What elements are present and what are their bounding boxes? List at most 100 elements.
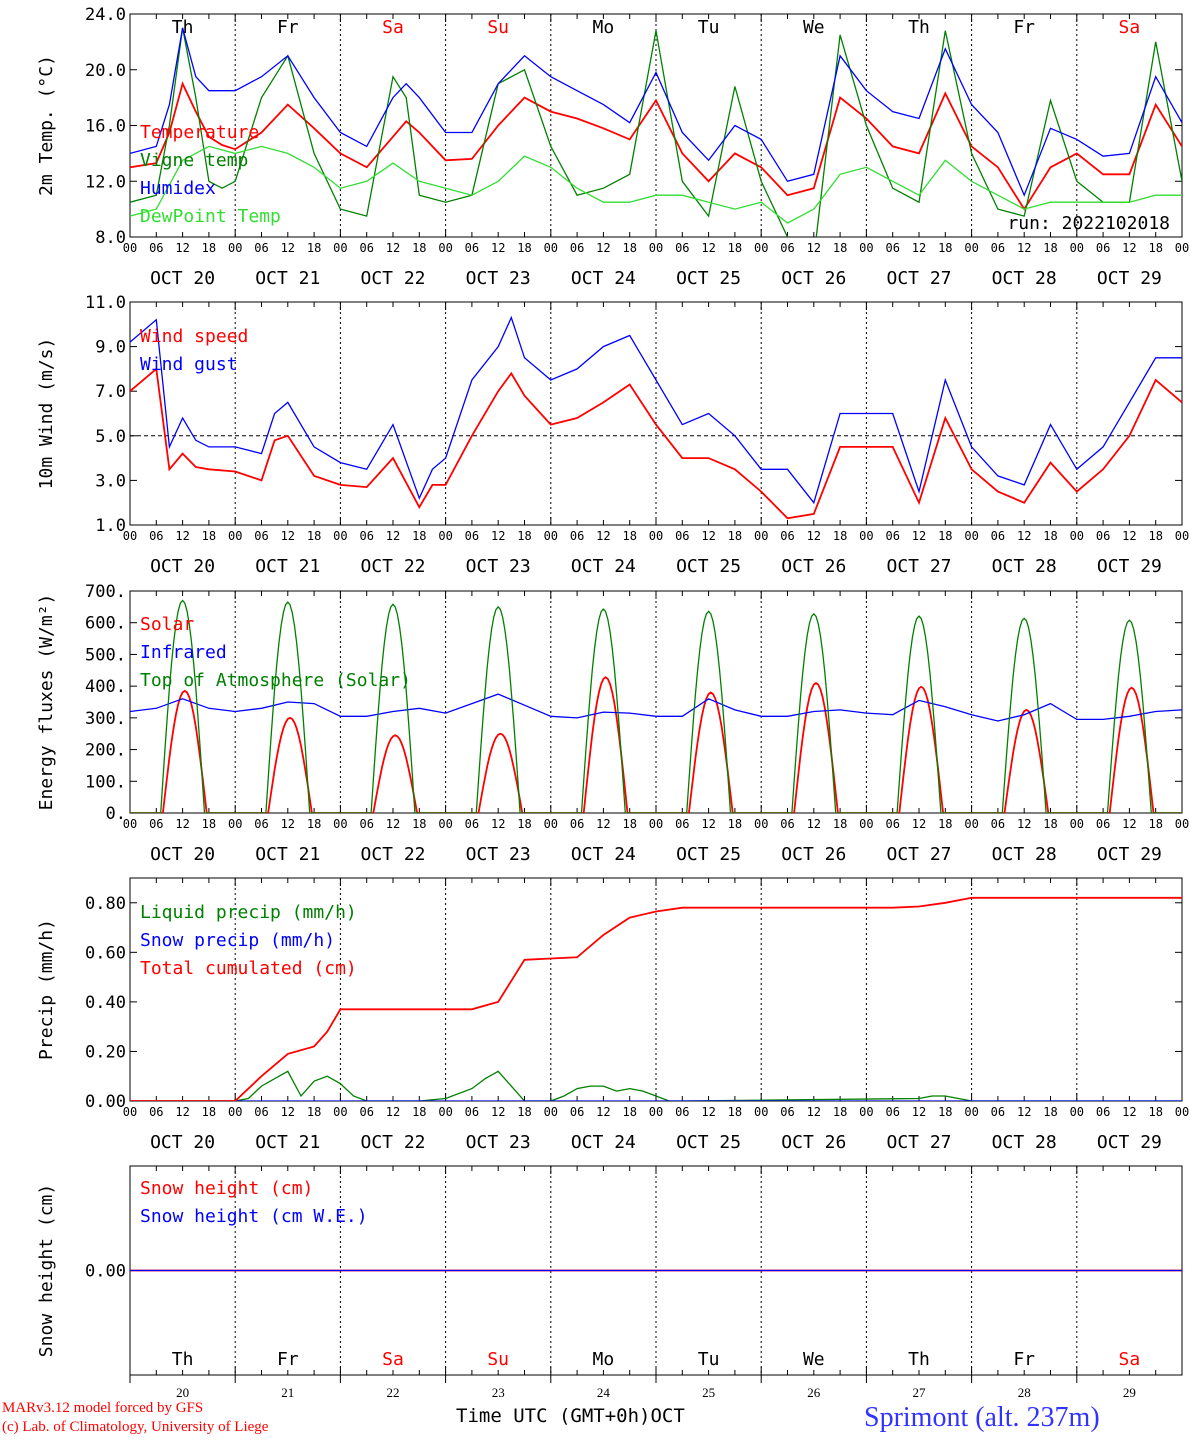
hour-tick-label: 12 xyxy=(1017,817,1031,831)
series-line-wind-gust xyxy=(130,315,1182,505)
hour-tick-label: 12 xyxy=(1122,1105,1136,1119)
date-label: OCT 22 xyxy=(360,844,425,865)
date-label: OCT 24 xyxy=(571,268,636,289)
panel-temp: 00 06 12 18 00 06 12 18 00 06 12 18 00 06 12 18 00 06 12 18… xyxy=(36,5,1189,289)
date-label: OCT 20 xyxy=(150,268,215,289)
hour-tick-label: 18 xyxy=(1148,817,1162,831)
hour-tick-label: 06 xyxy=(675,1105,689,1119)
hour-tick-label: 00 xyxy=(964,1105,978,1119)
hour-tick-label: 18 xyxy=(412,1105,426,1119)
hour-tick-label: 12 xyxy=(596,1105,610,1119)
series-line-infrared xyxy=(130,693,1182,722)
legend-entry: Wind speed xyxy=(140,326,248,347)
hour-tick-label: 06 xyxy=(675,529,689,543)
hour-tick-label: 12 xyxy=(701,241,715,255)
hour-tick-label: 06 xyxy=(885,241,899,255)
hour-tick-label: 00 xyxy=(649,1105,663,1119)
hour-tick-label: 12 xyxy=(175,1105,189,1119)
hour-tick-label: 12 xyxy=(701,1105,715,1119)
hour-tick-label: 00 xyxy=(123,1105,137,1119)
day-number: 20 xyxy=(176,1385,189,1400)
legend-entry: Vigne temp xyxy=(140,150,248,171)
day-name: Fr xyxy=(277,1349,299,1370)
hour-tick-label: 00 xyxy=(544,1105,558,1119)
hour-tick-label: 06 xyxy=(359,529,373,543)
hour-tick-label: 18 xyxy=(517,1105,531,1119)
hour-tick-label: 00 xyxy=(1070,817,1084,831)
day-number: 29 xyxy=(1123,1385,1136,1400)
y-tick-label: 500. xyxy=(85,645,126,665)
hour-tick-label: 00 xyxy=(333,241,347,255)
y-tick-label: 100. xyxy=(85,772,126,792)
hour-tick-label: 06 xyxy=(780,1105,794,1119)
y-tick-label: 20.0 xyxy=(85,61,126,81)
hour-tick-label: 06 xyxy=(149,529,163,543)
series-line-wind-speed xyxy=(130,367,1182,520)
hour-tick-label: 06 xyxy=(991,817,1005,831)
hour-tick-label: 18 xyxy=(833,241,847,255)
date-label: OCT 23 xyxy=(466,1132,531,1153)
hour-tick-label: 00 xyxy=(544,241,558,255)
day-number: 28 xyxy=(1018,1385,1031,1400)
series-line-top-of-atmosphere-solar- xyxy=(130,599,1182,813)
y-tick-label: 0.60 xyxy=(85,943,126,963)
y-tick-label: 0.00 xyxy=(85,1262,126,1282)
hour-tick-label: 12 xyxy=(491,529,505,543)
hour-tick-label: 18 xyxy=(517,529,531,543)
series-line-dewpoint-temp xyxy=(130,145,1182,224)
series-line-total-cumulated-cm- xyxy=(130,896,1182,1101)
date-label: OCT 29 xyxy=(1097,556,1162,577)
legend-entry: Snow precip (mm/h) xyxy=(140,930,335,951)
legend-entry: Liquid precip (mm/h) xyxy=(140,902,357,923)
hour-tick-label: 00 xyxy=(1175,529,1189,543)
legend-entry: Humidex xyxy=(140,178,216,199)
hour-tick-label: 06 xyxy=(570,241,584,255)
run-annotation: run: 2022102018 xyxy=(1007,213,1170,234)
hour-tick-label: 18 xyxy=(517,817,531,831)
legend-entry: Total cumulated (cm) xyxy=(140,958,357,979)
y-axis-title: Energy fluxes (W/m²) xyxy=(36,594,57,811)
date-label: OCT 27 xyxy=(886,268,951,289)
panel-precip: 00 06 12 18 00 06 12 18 00 06 12 18 00 06 12 18 00 06 12 18… xyxy=(36,877,1189,1153)
y-tick-label: 700. xyxy=(85,582,126,602)
y-axis-title: 2m Temp. (°C) xyxy=(36,55,57,196)
hour-tick-label: 18 xyxy=(833,1105,847,1119)
date-label: OCT 26 xyxy=(781,844,846,865)
hour-tick-label: 00 xyxy=(859,529,873,543)
hour-tick-label: 12 xyxy=(596,817,610,831)
date-label: OCT 28 xyxy=(992,1132,1057,1153)
hour-tick-label: 18 xyxy=(938,529,952,543)
hour-tick-label: 18 xyxy=(1148,1105,1162,1119)
hour-tick-label: 00 xyxy=(649,529,663,543)
hour-tick-label: 00 xyxy=(859,817,873,831)
hour-tick-label: 12 xyxy=(175,241,189,255)
hour-tick-label: 12 xyxy=(281,241,295,255)
hour-tick-label: 00 xyxy=(859,241,873,255)
hour-tick-label: 00 xyxy=(544,529,558,543)
hour-tick-label: 00 xyxy=(228,817,242,831)
date-label: OCT 25 xyxy=(676,268,741,289)
date-label: OCT 27 xyxy=(886,1132,951,1153)
y-tick-label: 400. xyxy=(85,677,126,697)
legend-entry: DewPoint Temp xyxy=(140,206,281,227)
hour-tick-label: 00 xyxy=(964,529,978,543)
station-name: Sprimont (alt. 237m) xyxy=(864,1402,1100,1433)
panel-snow: 0.00 Snow height (cm) Th Fr Sa Su Mo Tu We Th Fr Sa… xyxy=(36,1165,1183,1376)
hour-tick-label: 00 xyxy=(438,817,452,831)
hour-tick-label: 12 xyxy=(912,1105,926,1119)
hour-tick-label: 06 xyxy=(570,1105,584,1119)
hour-tick-label: 12 xyxy=(701,817,715,831)
date-label: OCT 20 xyxy=(150,1132,215,1153)
hour-tick-label: 00 xyxy=(438,241,452,255)
hour-tick-label: 12 xyxy=(912,817,926,831)
hour-tick-label: 12 xyxy=(596,241,610,255)
legend-entry: Top of Atmosphere (Solar) xyxy=(140,670,411,691)
legend-entry: Solar xyxy=(140,614,194,635)
panel-energy: 00 06 12 18 00 06 12 18 00 06 12 18 00 06 12 18 00 06 12 18… xyxy=(36,582,1189,865)
y-axis-title: Precip (mm/h) xyxy=(36,919,57,1060)
hour-tick-label: 12 xyxy=(807,241,821,255)
hour-tick-label: 12 xyxy=(175,529,189,543)
hour-tick-label: 18 xyxy=(307,529,321,543)
hour-tick-label: 00 xyxy=(228,1105,242,1119)
legend-entry: Snow height (cm W.E.) xyxy=(140,1206,368,1227)
